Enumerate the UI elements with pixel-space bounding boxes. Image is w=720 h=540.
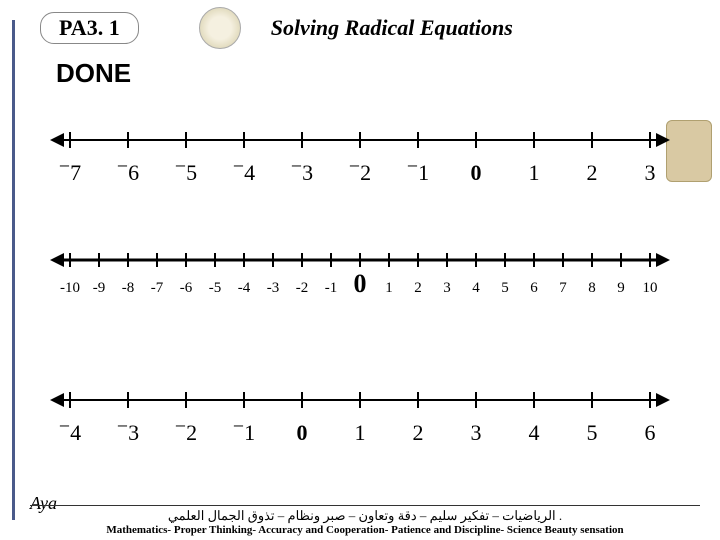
lesson-code: PA3. 1	[40, 12, 139, 44]
svg-text:4: 4	[529, 420, 540, 445]
svg-text:−7: −7	[59, 155, 81, 185]
footer: . الرياضيات – تفكير سليم – دقة وتعاون – …	[30, 505, 700, 536]
svg-text:-8: -8	[122, 280, 135, 296]
svg-text:-7: -7	[151, 280, 164, 296]
logo-icon	[199, 7, 241, 49]
svg-text:8: 8	[588, 280, 596, 296]
number-line-3: −4 −3 −2 −1 0 1 2 3 4 5 6	[50, 380, 670, 460]
svg-text:-1: -1	[325, 280, 338, 296]
svg-text:−5: −5	[175, 155, 197, 185]
svg-text:−3: −3	[291, 155, 313, 185]
svg-text:9: 9	[617, 280, 625, 296]
footer-arabic: . الرياضيات – تفكير سليم – دقة وتعاون – …	[30, 508, 700, 524]
svg-text:5: 5	[587, 420, 598, 445]
svg-text:3: 3	[645, 160, 656, 185]
svg-text:1: 1	[355, 420, 366, 445]
svg-text:1: 1	[529, 160, 540, 185]
svg-text:2: 2	[413, 420, 424, 445]
footer-english: Mathematics- Proper Thinking- Accuracy a…	[30, 524, 700, 536]
svg-text:0: 0	[297, 420, 308, 445]
svg-text:-2: -2	[296, 280, 309, 296]
left-border	[12, 20, 15, 520]
svg-text:−3: −3	[117, 415, 139, 445]
svg-text:-10: -10	[60, 280, 80, 296]
svg-text:−1: −1	[407, 155, 429, 185]
status-label: DONE	[56, 58, 131, 89]
svg-text:-6: -6	[180, 280, 193, 296]
svg-text:5: 5	[501, 280, 509, 296]
svg-text:1: 1	[385, 280, 393, 296]
svg-text:4: 4	[472, 280, 480, 296]
page-title: Solving Radical Equations	[271, 15, 513, 41]
svg-text:-4: -4	[238, 280, 251, 296]
svg-text:3: 3	[471, 420, 482, 445]
svg-text:0: 0	[354, 269, 367, 298]
svg-text:6: 6	[645, 420, 656, 445]
svg-text:3: 3	[443, 280, 451, 296]
svg-text:2: 2	[414, 280, 422, 296]
svg-text:−2: −2	[175, 415, 197, 445]
ornament-icon	[666, 120, 712, 182]
svg-text:-5: -5	[209, 280, 222, 296]
svg-text:7: 7	[559, 280, 567, 296]
header: PA3. 1 Solving Radical Equations	[40, 8, 700, 48]
svg-text:−1: −1	[233, 415, 255, 445]
svg-text:−4: −4	[233, 155, 255, 185]
number-line-1: −7 −6 −5 −4 −3 −2 −1 0 1 2 3	[50, 120, 670, 200]
svg-text:−4: −4	[59, 415, 81, 445]
svg-text:6: 6	[530, 280, 538, 296]
svg-text:2: 2	[587, 160, 598, 185]
number-line-2: -10-9-8-7-6-5-4-3-2-1012345678910	[50, 240, 670, 330]
svg-text:0: 0	[471, 160, 482, 185]
svg-text:−2: −2	[349, 155, 371, 185]
svg-text:10: 10	[643, 280, 658, 296]
svg-text:-9: -9	[93, 280, 106, 296]
svg-text:−6: −6	[117, 155, 139, 185]
svg-text:-3: -3	[267, 280, 280, 296]
